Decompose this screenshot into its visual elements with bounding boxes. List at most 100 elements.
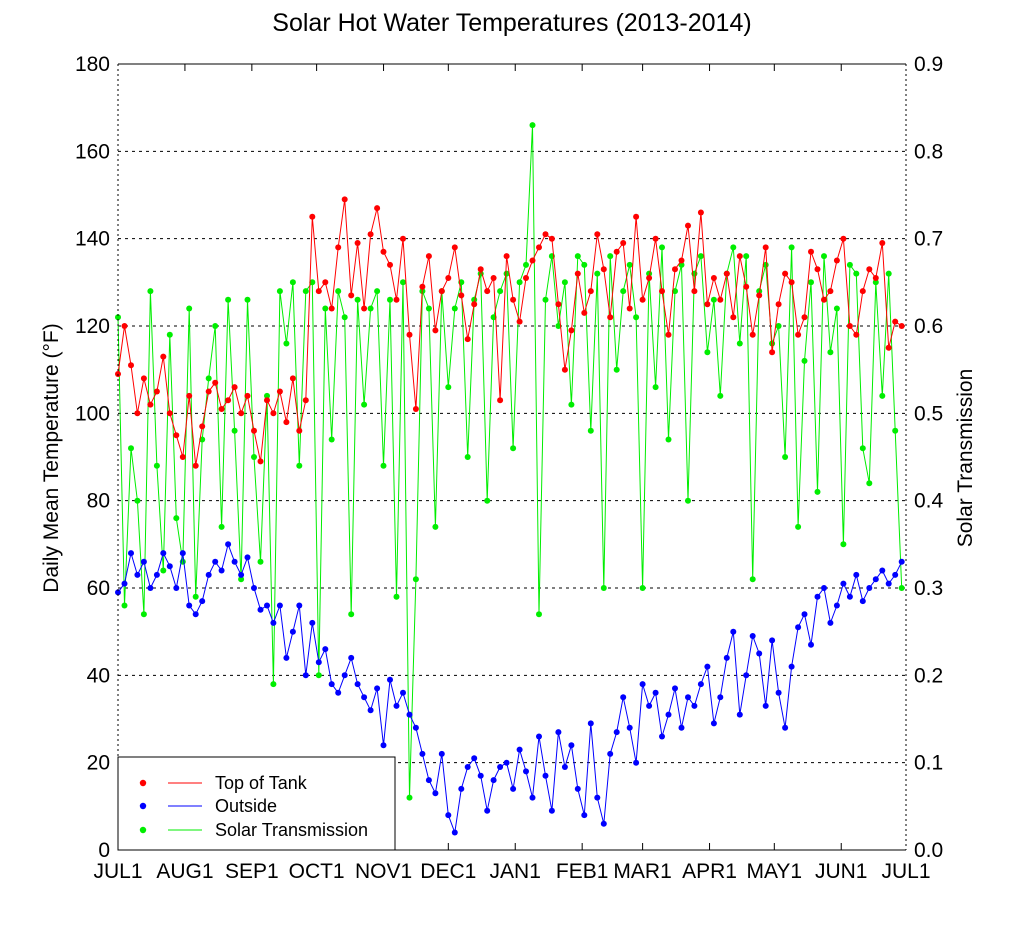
data-point [458,785,465,792]
data-point [833,305,840,312]
data-point [672,685,678,692]
data-point [348,292,355,299]
data-point [697,209,704,216]
data-point [128,445,134,452]
data-point [238,576,245,583]
data-point [821,253,827,260]
data-point [121,602,128,609]
data-point [160,550,167,557]
data-point [568,401,575,408]
data-point [374,685,381,692]
legend-marker-blue [139,802,147,810]
data-point [225,541,232,548]
data-point [710,720,717,727]
data-point [225,397,232,404]
data-point [153,388,160,395]
data-point [264,397,270,404]
data-point [814,488,821,495]
data-point [736,340,743,347]
data-point [412,406,419,412]
data-point [458,292,465,299]
data-point [866,266,873,273]
y-tick-label: 20 [87,752,110,775]
data-point [406,331,413,338]
data-point [212,558,219,565]
y2-tick-label: 0.8 [914,140,943,163]
data-point [646,702,653,709]
data-point [697,253,704,260]
data-point [769,637,776,644]
data-point [134,497,141,504]
data-point [529,122,536,129]
data-point [484,807,491,814]
data-point [801,314,808,321]
data-point [153,462,160,469]
data-point [315,672,322,679]
data-point [652,689,659,696]
data-point [205,388,212,395]
data-point [691,288,698,295]
data-point [814,593,821,600]
data-point [302,672,309,679]
x-tick-label: AUG1 [156,860,213,883]
data-point [697,681,704,688]
data-point [788,663,795,670]
data-point [840,541,847,548]
x-tick-label: DEC1 [420,860,476,883]
data-point [723,654,730,661]
data-point [872,576,879,583]
data-point [659,288,665,295]
data-point [367,707,374,714]
data-point [477,266,484,273]
data-point [199,598,206,605]
data-point [328,305,335,312]
data-point [115,589,121,596]
y2-tick-label: 0.0 [914,839,943,862]
data-point [412,576,419,583]
x-tick-label: MAR1 [613,860,671,883]
data-point [665,331,672,338]
data-point [555,301,562,308]
data-point [128,362,134,369]
data-point [464,764,471,770]
data-point [775,689,782,696]
series-layer [115,122,905,836]
data-point [393,593,400,600]
data-point [548,235,555,242]
y-tick-label: 60 [87,577,110,600]
data-point [853,571,860,578]
data-point [833,602,840,609]
data-point [231,558,238,565]
data-point [600,266,607,273]
legend-label: Outside [215,796,277,816]
data-point [581,261,588,268]
data-point [328,436,335,443]
data-point [186,392,193,399]
data-point [438,288,445,295]
data-point [814,266,821,273]
data-point [212,323,219,329]
data-point [510,296,517,303]
data-point [704,349,711,356]
data-point [795,331,802,338]
data-point [438,750,445,757]
data-point [276,388,283,395]
data-point [140,558,147,565]
data-point [639,296,646,303]
data-point [574,270,581,277]
data-point [238,410,245,417]
y-tick-label: 100 [75,402,110,425]
data-point [393,296,400,303]
data-point [672,266,678,273]
data-point [879,567,886,574]
data-point [380,742,387,749]
data-point [322,305,329,312]
data-point [626,724,633,731]
data-point [613,248,620,255]
data-point [782,270,789,277]
data-point [736,711,743,718]
data-point [853,270,860,277]
data-point [685,222,691,229]
data-point [769,349,776,356]
data-point [607,253,614,260]
